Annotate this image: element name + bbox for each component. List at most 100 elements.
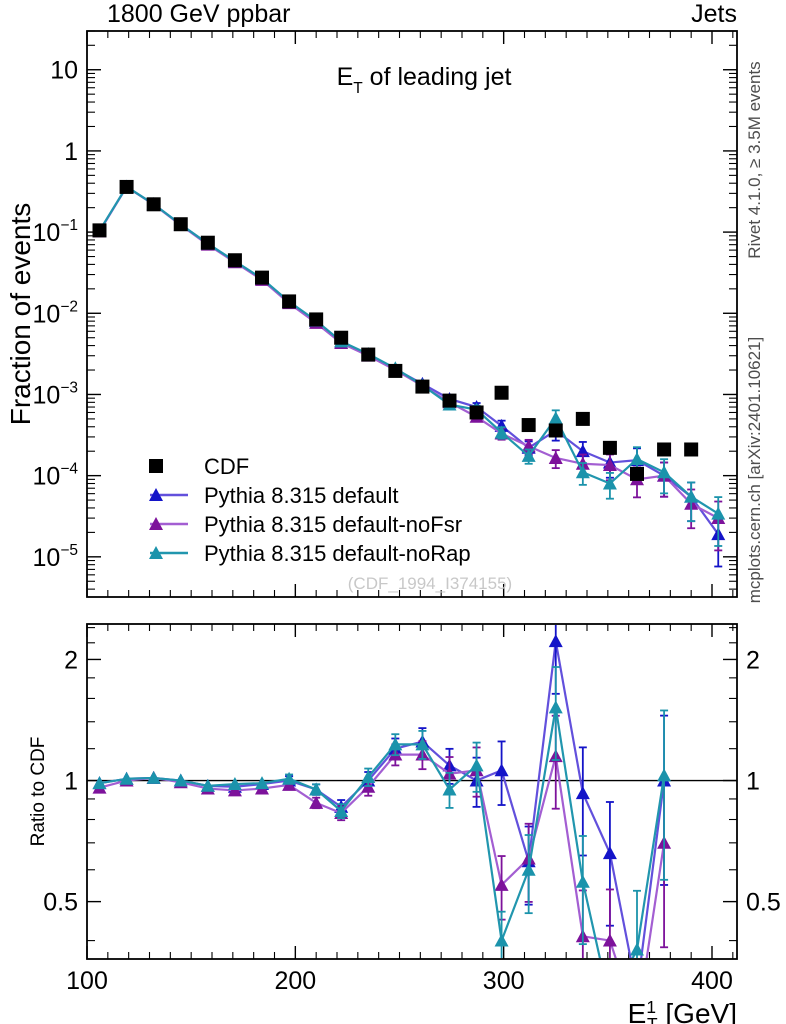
ratio-y-tick-label: 2 [64,646,78,674]
data-marker-square [602,440,617,455]
data-marker-triangle [711,506,726,520]
main-y-tick-label: 10−1 [33,217,79,247]
legend-item-cdf[interactable]: CDF [149,454,249,479]
x-tick-label: 400 [691,967,733,995]
data-marker-triangle [575,874,590,888]
main-y-axis-title: Fraction of events [5,203,36,426]
legend-item-pythia-8-315-default[interactable]: Pythia 8.315 default [149,483,398,508]
data-marker-triangle [548,700,563,714]
x-tick-label: 200 [274,967,316,995]
data-marker-square [469,405,484,420]
legend-item-pythia-8-315-default-norap[interactable]: Pythia 8.315 default-noRap [149,541,471,566]
data-marker-triangle [548,411,563,425]
data-marker-square [521,418,536,433]
data-marker-triangle [548,634,563,648]
data-marker-square [227,253,242,268]
data-marker-triangle [630,452,644,466]
data-marker-triangle [415,737,430,751]
ratio-y-ticks: 2 2 1 1 0.5 0.5 [43,627,781,942]
ratio-y-tick-label-right: 0.5 [746,889,781,917]
data-marker-square [494,385,509,400]
data-marker-triangle [494,425,509,439]
legend-label: Pythia 8.315 default-noRap [204,541,471,566]
ratio-y-tick-label: 1 [64,768,78,796]
data-marker-triangle [361,770,376,784]
ratio-y-tick-label-right: 2 [746,646,760,674]
data-marker-triangle [602,458,617,472]
data-marker-triangle [494,877,509,891]
data-marker-triangle [146,770,161,784]
main-y-tick-label: 10−2 [33,298,79,328]
data-marker-square [173,217,188,232]
data-marker-triangle [282,771,297,785]
main-y-tick-label: 10−4 [33,461,79,491]
data-marker-triangle [521,448,536,462]
data-marker-triangle [442,782,457,796]
data-marker-triangle [309,795,324,809]
main-plot-title: ET of leading jet [337,63,512,97]
data-marker-triangle [575,786,590,800]
data-marker-square [630,466,644,481]
ratio-panel-frame [86,623,738,960]
legend-label: Pythia 8.315 default [204,483,398,508]
x-tick-labels: 100 200 300 400 [66,967,733,995]
header-right-label: Jets [691,0,737,28]
legend-label: Pythia 8.315 default-noFsr [204,512,462,537]
main-panel-frame [86,30,738,598]
data-marker-triangle [92,776,107,790]
legend: CDF Pythia 8.315 default Pythia 8.315 defa… [149,454,471,566]
data-marker-square [334,330,349,345]
rivet-version-label: Rivet 4.1.0, ≥ 3.5M events [745,61,764,258]
data-marker-triangle [309,782,324,796]
series-cdf [92,179,699,481]
data-marker-triangle [548,450,563,464]
data-marker-square [149,459,163,473]
main-series-group [92,179,726,568]
legend-label: CDF [204,454,249,479]
main-y-tick-label: 10−5 [33,542,79,572]
data-marker-triangle [334,803,349,817]
data-marker-triangle [602,933,617,947]
data-marker-square [442,393,457,408]
data-marker-square [309,312,324,327]
data-marker-triangle [657,768,672,782]
ratio-y-axis-title: Ratio to CDF [28,737,49,847]
x-tick-label: 300 [483,967,525,995]
ratio-y-tick-label: 0.5 [43,889,78,917]
data-marker-square [255,270,269,285]
data-marker-square [200,235,215,250]
data-marker-triangle [119,771,134,785]
data-marker-triangle [630,942,644,956]
data-marker-triangle [149,488,163,501]
data-marker-square [119,179,134,194]
data-marker-square [282,294,297,309]
series-line [98,185,719,515]
data-marker-square [657,442,672,457]
data-marker-triangle [602,476,617,490]
x-axis-title-text: E1 T [GeV] [628,997,737,1024]
data-marker-square [575,411,590,426]
data-marker-triangle [494,763,509,777]
data-marker-triangle [227,777,242,791]
ratio-series-line [99,753,666,958]
ratio-series-pythia-8-315-default-norap [92,666,672,958]
data-marker-square [361,347,376,362]
legend-item-pythia-8-315-default-nofsr[interactable]: Pythia 8.315 default-noFsr [149,512,462,537]
mcplots-source-label: mcplots.cern.ch [arXiv:2401.10621] [745,337,764,603]
data-marker-triangle [684,489,699,503]
series-pythia-8-315-default-norap [92,179,726,547]
data-marker-triangle [173,773,188,787]
analysis-id-watermark: (CDF_1994_I374155) [348,574,512,593]
ratio-series-line [99,707,666,958]
main-y-tick-label: 10 [50,57,78,85]
main-y-tick-label: 10−3 [33,379,79,409]
data-marker-triangle [521,862,536,876]
series-line [98,185,720,535]
ratio-y-tick-label-right: 1 [746,768,760,796]
data-marker-triangle [200,778,215,792]
data-marker-square [146,197,161,212]
x-axis-title: E1 T [GeV] [628,997,737,1024]
data-marker-triangle [255,776,269,790]
